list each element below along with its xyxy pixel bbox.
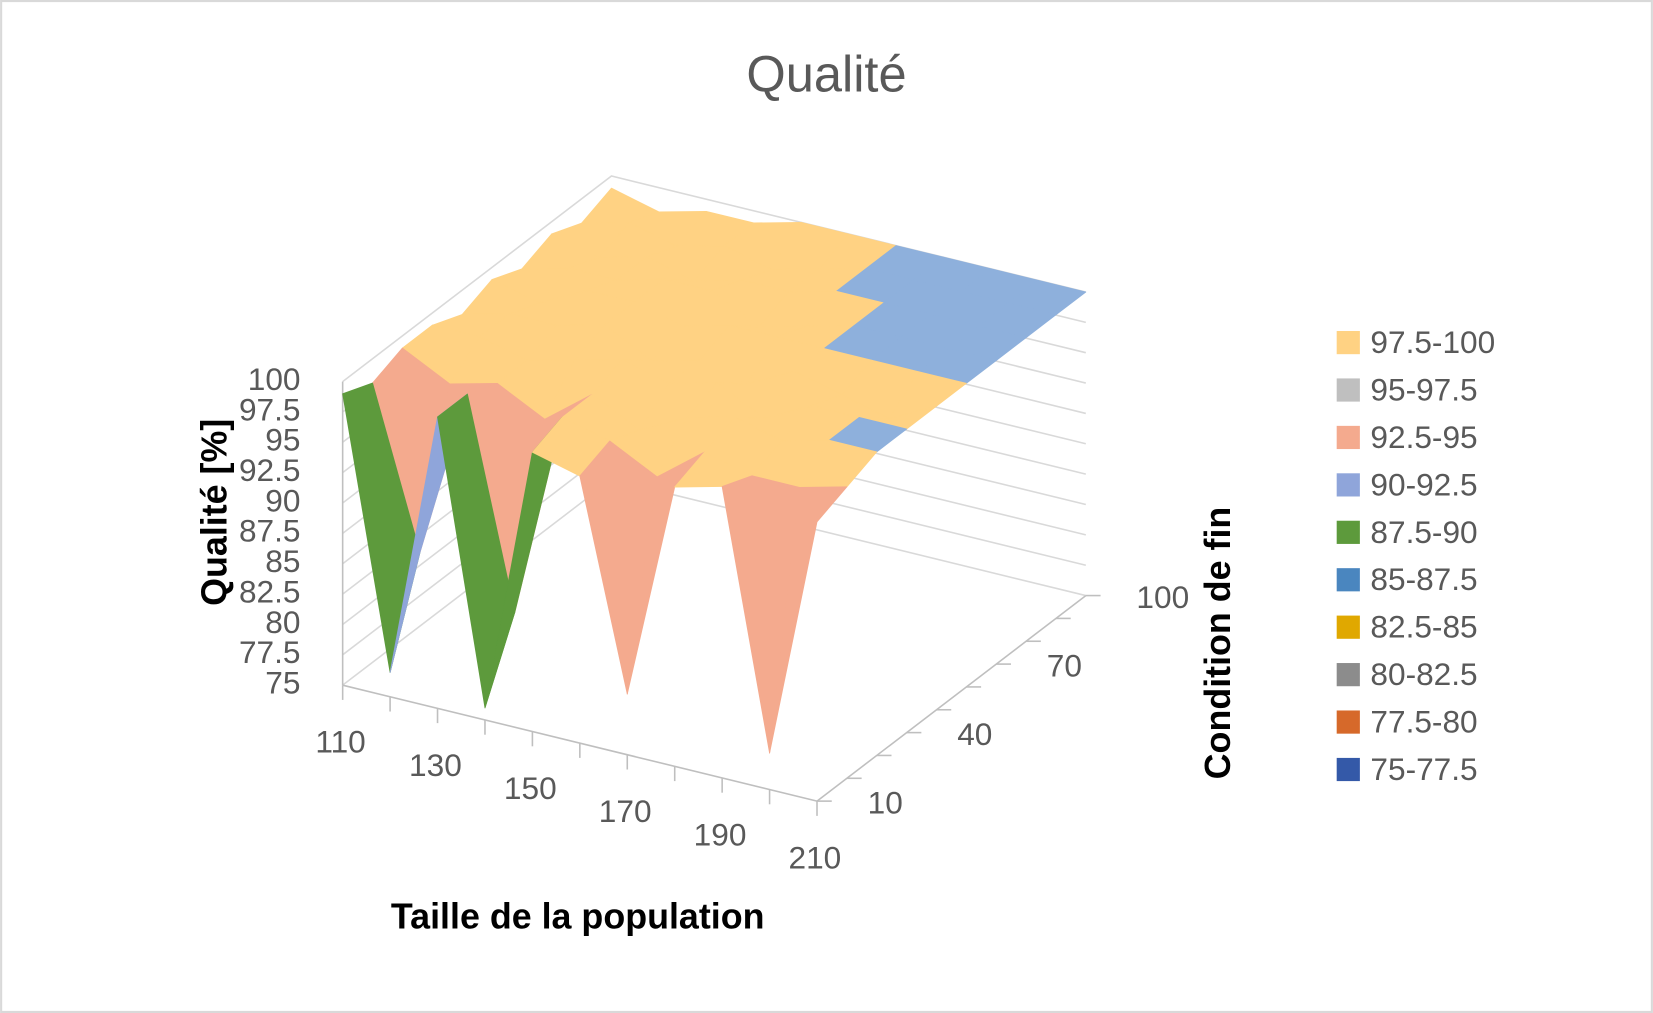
x-tick-label: 150 <box>504 770 557 806</box>
legend-swatch <box>1336 330 1360 355</box>
legend-label: 77.5-80 <box>1370 704 1477 740</box>
legend-label: 92.5-95 <box>1370 419 1477 455</box>
legend-swatch <box>1336 757 1360 782</box>
z-tick-label: 77.5 <box>239 634 301 670</box>
legend-swatch <box>1336 710 1360 734</box>
legend-label: 90-92.5 <box>1370 466 1477 502</box>
legend-label: 75-77.5 <box>1370 751 1477 787</box>
chart-title: Qualité <box>746 45 906 102</box>
z-tick-label: 90 <box>265 482 300 518</box>
z-tick-label: 82.5 <box>239 573 301 609</box>
x-tick-label: 210 <box>789 840 842 876</box>
legend-label: 80-82.5 <box>1370 656 1477 692</box>
legend-swatch <box>1336 378 1360 402</box>
legend-swatch <box>1336 615 1360 639</box>
legend-swatch <box>1336 425 1360 450</box>
legend-swatch <box>1336 473 1360 497</box>
z-tick-label: 85 <box>265 543 300 579</box>
legend-label: 97.5-100 <box>1370 324 1495 360</box>
x-tick-label: 170 <box>599 793 652 829</box>
z-axis-title: Qualité [%] <box>195 419 235 606</box>
z-tick-label: 92.5 <box>239 452 301 488</box>
depth-tick-label: 100 <box>1136 579 1189 615</box>
z-tick-label: 95 <box>265 422 300 458</box>
x-tick-label: 190 <box>694 816 747 852</box>
x-axis-title: Taille de la population <box>391 897 765 937</box>
z-tick-label: 80 <box>265 604 300 640</box>
legend-swatch <box>1336 568 1360 592</box>
z-tick-label: 75 <box>265 665 300 701</box>
depth-tick-label: 10 <box>868 785 903 821</box>
depth-tick-label: 70 <box>1047 648 1082 684</box>
legend-label: 95-97.5 <box>1370 371 1477 407</box>
z-tick-label: 97.5 <box>239 391 301 427</box>
x-tick-label: 130 <box>409 747 462 783</box>
surface-cell <box>769 486 848 754</box>
z-tick-label: 100 <box>248 361 301 397</box>
depth-axis-title: Condition de fin <box>1198 507 1238 780</box>
legend-swatch <box>1336 520 1360 544</box>
z-tick-label: 87.5 <box>239 513 301 549</box>
legend-label: 82.5-85 <box>1370 609 1477 645</box>
legend-swatch <box>1336 663 1360 687</box>
depth-tick-label: 40 <box>957 716 992 752</box>
legend-label: 87.5-90 <box>1370 514 1477 550</box>
legend-label: 85-87.5 <box>1370 561 1477 597</box>
x-tick-label: 110 <box>315 724 365 760</box>
depth-axis <box>816 594 1087 802</box>
